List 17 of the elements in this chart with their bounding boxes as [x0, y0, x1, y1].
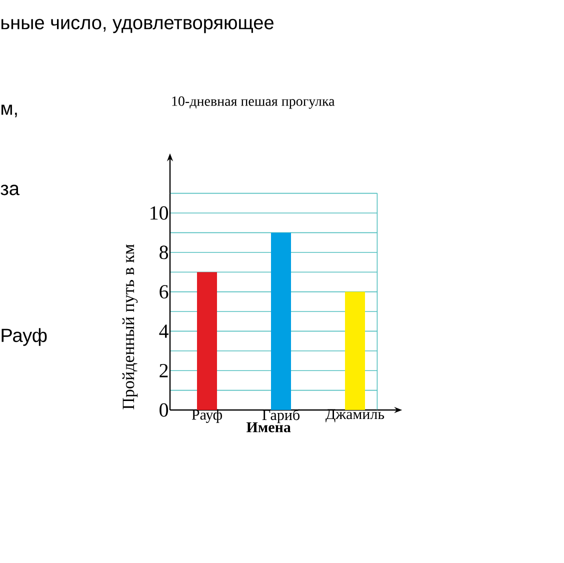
- text: м,: [2, 104, 17, 118]
- text: Рауф: [2, 328, 47, 346]
- chart-title: 10-дневная пешая прогулка: [172, 96, 335, 109]
- y-tick-label: 8: [160, 246, 168, 260]
- y-axis-title: Пройденный путь в км: [122, 244, 138, 410]
- bar: [271, 232, 292, 410]
- bar: [345, 292, 365, 410]
- bar: [197, 272, 218, 410]
- text: ьные число, удовлетворяющее: [2, 18, 274, 34]
- x-axis-title: Имена: [246, 422, 291, 432]
- y-tick-label: 10: [150, 206, 168, 220]
- text: за: [0, 184, 20, 196]
- y-tick-label: 4: [159, 324, 168, 338]
- y-tick-label: 6: [160, 285, 168, 299]
- y-tick-label: 0: [160, 403, 168, 417]
- x-tick-label: Джамиль: [326, 409, 384, 422]
- y-tick-label: 2: [160, 364, 168, 378]
